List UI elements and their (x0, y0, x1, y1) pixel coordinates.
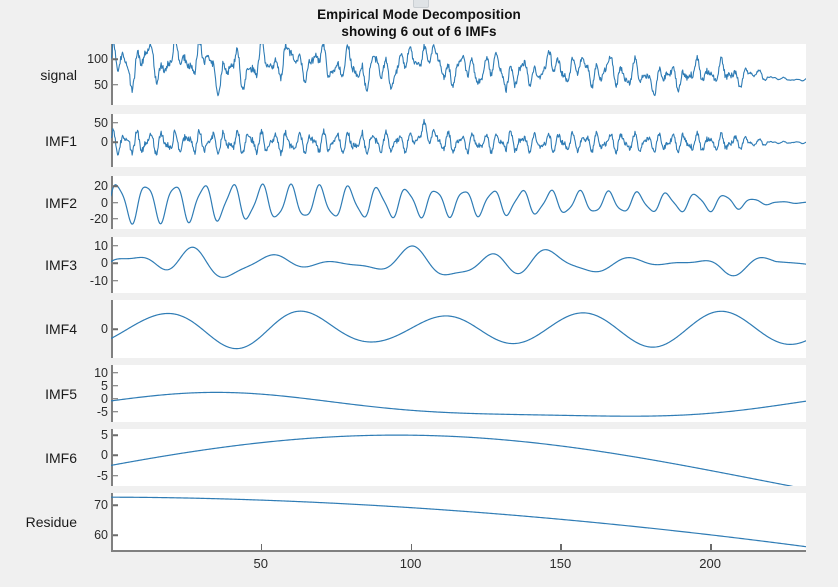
y-tick-label: 50 (94, 77, 108, 92)
y-tick-label: 0 (101, 135, 108, 150)
y-axis-line (111, 176, 113, 229)
y-tick-mark (113, 534, 118, 536)
y-tick-mark (113, 201, 118, 204)
y-tick-label: -5 (96, 404, 108, 419)
y-tick-label: -5 (96, 468, 108, 483)
y-tick-label: 5 (101, 378, 108, 393)
y-tick-label: 0 (101, 448, 108, 463)
trace-svg (111, 391, 806, 417)
y-tick-mark (113, 475, 118, 477)
subplot-imf3 (111, 237, 806, 293)
trace-svg (111, 183, 806, 225)
y-tick-label: 5 (101, 428, 108, 443)
subplot-label-imf5: IMF5 (45, 385, 77, 402)
y-tick-mark (113, 454, 118, 457)
subplot-label-imf6: IMF6 (45, 449, 77, 466)
x-tick-label: 50 (253, 556, 269, 571)
subplot-imf6 (111, 429, 806, 486)
y-tick-mark (113, 245, 118, 247)
y-tick-mark (113, 434, 118, 436)
series-line-imf5 (111, 391, 806, 417)
x-tick-label: 150 (549, 556, 572, 571)
figure-title: Empirical Mode Decomposition showing 6 o… (0, 6, 838, 40)
subplot-label-imf4: IMF4 (45, 321, 77, 337)
subplot-imf2 (111, 176, 806, 229)
x-tick-label: 200 (699, 556, 721, 571)
x-tick-label: 100 (399, 556, 422, 571)
trace-svg (111, 496, 806, 548)
series-line-imf4 (111, 310, 806, 350)
y-axis-line (111, 493, 113, 550)
y-tick-label: 0 (101, 195, 108, 210)
series-line-signal (111, 44, 806, 97)
y-tick-mark (113, 397, 118, 400)
series-line-imf3 (111, 245, 806, 278)
y-tick-mark (113, 141, 118, 144)
y-tick-mark (113, 262, 118, 264)
y-axis-line (111, 114, 113, 167)
y-tick-mark (113, 280, 118, 282)
subplot-label-signal: signal (40, 66, 77, 83)
trace-svg (111, 245, 806, 278)
y-axis-line (111, 300, 113, 358)
y-tick-label: 10 (94, 365, 108, 380)
x-axis-line (111, 550, 806, 552)
x-tick-mark (260, 544, 263, 550)
x-tick-mark (410, 544, 413, 550)
x-tick-mark (710, 544, 712, 550)
series-line-residue (111, 496, 806, 548)
subplot-label-imf3: IMF3 (45, 257, 77, 273)
series-line-imf6 (111, 434, 794, 486)
y-tick-label: 0 (101, 322, 108, 336)
y-axis-line (111, 237, 113, 293)
y-tick-mark (113, 121, 118, 124)
y-tick-label: 0 (101, 391, 108, 406)
y-tick-mark (113, 384, 118, 387)
subplot-label-residue: Residue (25, 513, 77, 530)
trace-svg (111, 118, 806, 157)
y-tick-label: 10 (94, 238, 108, 253)
y-tick-label: 50 (94, 115, 108, 130)
x-tick-mark (560, 544, 562, 550)
subplot-signal (111, 44, 806, 105)
y-tick-label: 0 (101, 256, 108, 271)
subplot-label-imf1: IMF1 (45, 132, 77, 149)
trace-svg (111, 44, 806, 97)
y-tick-mark (113, 328, 118, 330)
subplot-imf5 (111, 365, 806, 422)
y-tick-label: 20 (94, 179, 108, 194)
trace-svg (111, 434, 794, 486)
y-tick-label: 60 (94, 528, 108, 542)
series-line-imf2 (111, 183, 806, 225)
subplot-label-imf2: IMF2 (45, 194, 77, 211)
y-tick-mark (113, 504, 118, 506)
y-axis-line (111, 429, 113, 486)
subplot-imf4 (111, 300, 806, 358)
y-tick-mark (113, 83, 118, 86)
series-line-imf1 (111, 118, 806, 157)
y-tick-mark (113, 410, 118, 413)
y-tick-label: -20 (89, 211, 108, 226)
title-line-2: showing 6 out of 6 IMFs (341, 24, 497, 39)
y-axis-line (111, 365, 113, 422)
subplot-residue (111, 493, 806, 550)
y-tick-label: -10 (89, 273, 108, 288)
y-tick-mark (113, 217, 118, 220)
subplot-imf1 (111, 114, 806, 167)
y-tick-mark (113, 372, 118, 374)
figure-toolbar-nub (413, 0, 429, 8)
y-tick-label: 70 (94, 498, 108, 512)
y-axis-line (111, 44, 113, 105)
y-tick-mark (113, 185, 118, 188)
y-tick-mark (113, 58, 118, 60)
title-line-1: Empirical Mode Decomposition (317, 7, 521, 22)
trace-svg (111, 310, 806, 350)
y-tick-label: 100 (87, 52, 108, 67)
